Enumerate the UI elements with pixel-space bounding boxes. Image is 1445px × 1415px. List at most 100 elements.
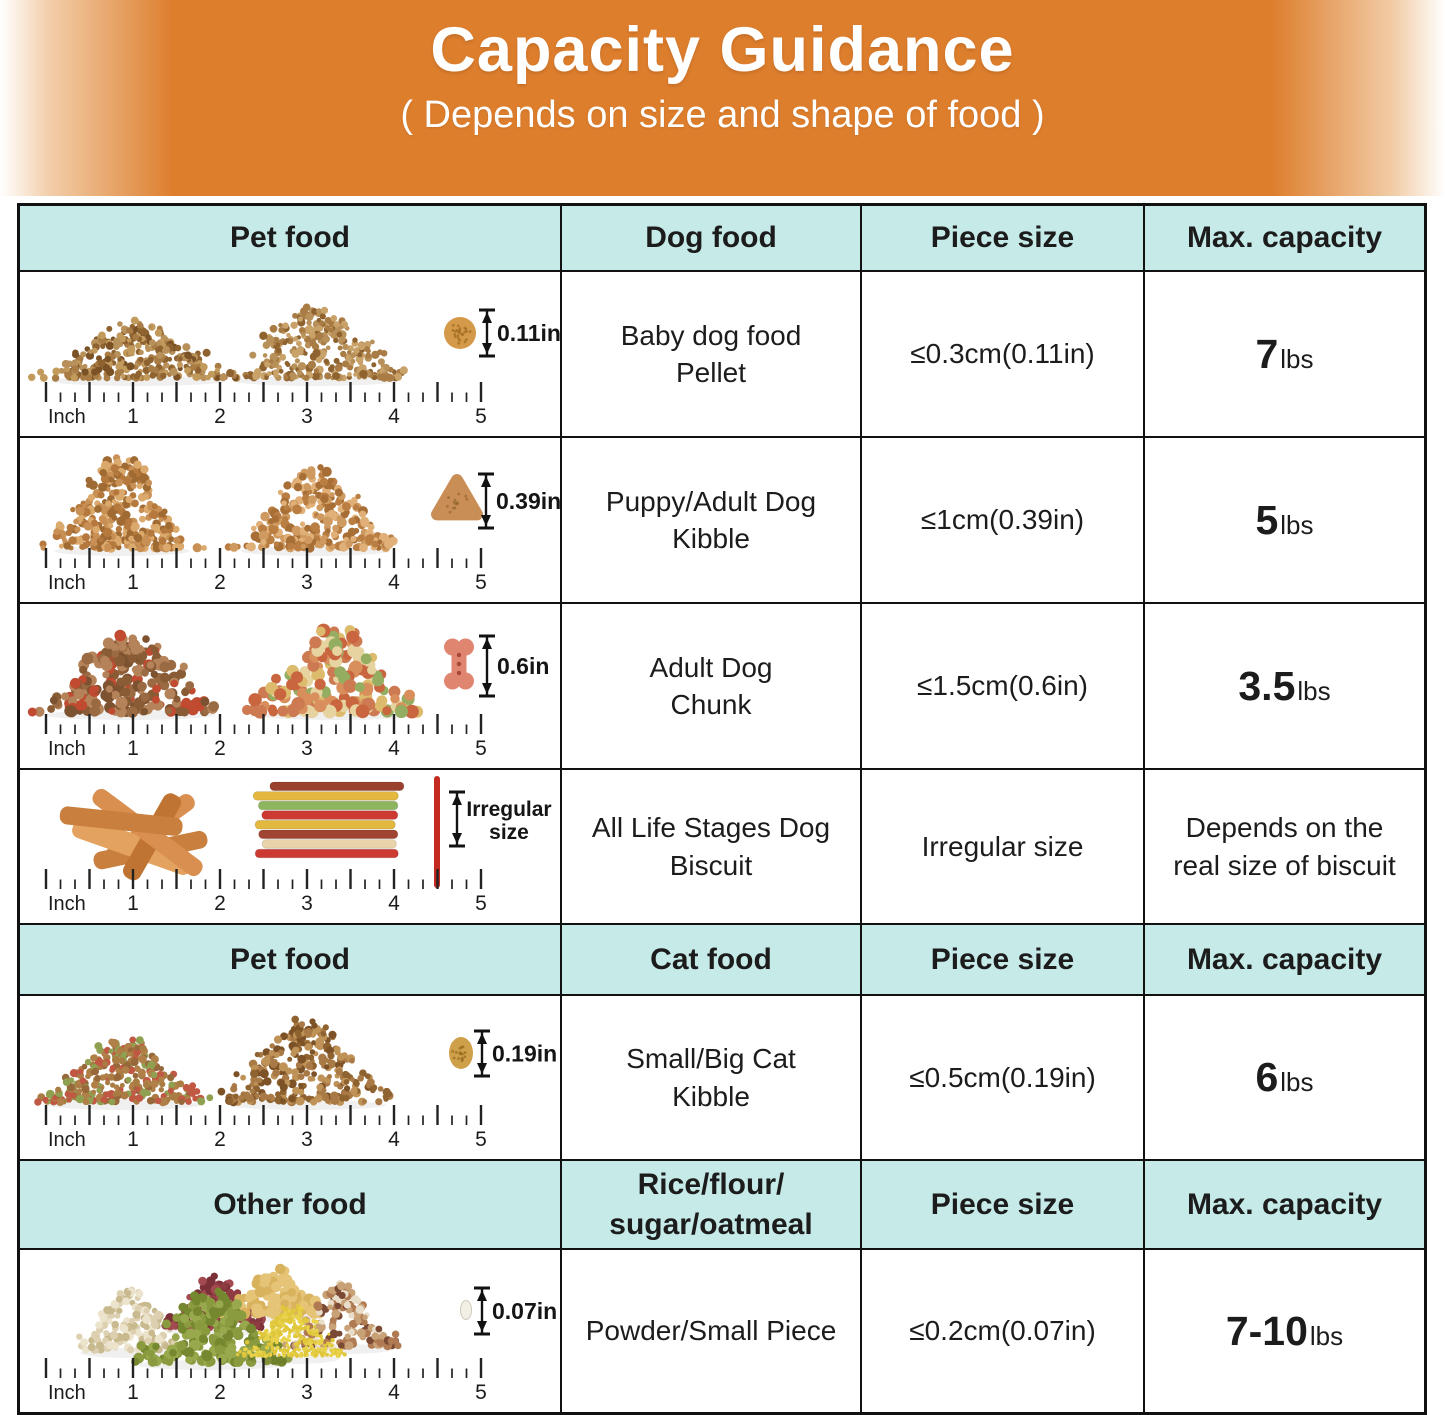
header-label: Pet food	[230, 221, 350, 255]
header-cell-dog-food: Dog food	[562, 206, 862, 272]
ruler-number: 3	[301, 571, 313, 594]
size-indicator-label: size	[489, 821, 529, 844]
header-label: Piece size	[930, 1187, 1075, 1221]
capacity-cell: 6 lbs	[1145, 996, 1424, 1161]
food-illustration-cell: 0.07in Inch 1 2 3 4 5	[20, 1250, 562, 1412]
food-name: Puppy/Adult Dog Kibble	[605, 485, 817, 554]
size-indicator-label: 0.39in	[496, 488, 560, 514]
treat-stick	[258, 829, 399, 840]
header-row-dog-food: Pet food Dog food Piece size Max. capaci…	[20, 206, 1424, 272]
food-illustration-cell: 0.11in Inch 1 2 3 4 5	[20, 272, 562, 438]
ruler-number: 5	[475, 571, 487, 594]
piece-size-cell: ≤0.3cm(0.11in)	[862, 272, 1145, 438]
jerky-strip	[59, 806, 183, 836]
piece-size: ≤0.3cm(0.11in)	[910, 338, 1095, 370]
ruler-number: 1	[127, 892, 139, 915]
food-piece-icon	[460, 1300, 472, 1320]
page-subtitle: ( Depends on size and shape of food )	[400, 94, 1045, 136]
piece-size: ≤1cm(0.39in)	[920, 504, 1085, 536]
treat-stick	[254, 848, 399, 859]
header-cell-piece-size: Piece size	[862, 206, 1145, 272]
food-row-baby-dog-pellet: 0.11in Inch 1 2 3 4 5 Baby dog food Pellet ≤0.…	[20, 272, 1424, 438]
header-cell-pet-food: Pet food	[20, 206, 562, 272]
capacity-cell: 5 lbs	[1145, 438, 1424, 604]
ruler-number: 5	[475, 1381, 487, 1404]
header-cell-max-capacity: Max. capacity	[1145, 1161, 1424, 1250]
treat-stick	[257, 800, 399, 811]
size-indicator-label: Irregular	[466, 798, 551, 821]
food-name: Baby dog food Pellet	[620, 319, 802, 388]
ruler-number: 5	[475, 737, 487, 760]
food-pile	[234, 376, 396, 386]
banner: Capacity Guidance ( Depends on size and …	[0, 0, 1445, 196]
ruler-number: 4	[388, 571, 400, 594]
treat-stick	[261, 810, 399, 820]
treat-stick	[269, 781, 405, 792]
ruler-number: 5	[475, 1128, 487, 1151]
food-row-powder-small-piece: 0.07in Inch 1 2 3 4 5 Powder/Small Piece ≤0.2c…	[20, 1250, 1424, 1412]
ruler-unit-label: Inch	[48, 1382, 86, 1404]
capacity-cell: Depends on the real size of biscuit	[1145, 770, 1424, 925]
food-illustration: 0.19in Inch 1 2 3 4 5	[20, 996, 560, 1159]
food-illustration: Irregular size Inch 1 2 3 4 5	[20, 770, 560, 923]
treat-stick	[252, 791, 399, 801]
capacity-note: Depends on the real size of biscuit	[1173, 812, 1396, 881]
ruler-unit-label: Inch	[48, 406, 86, 428]
header-cell-other-food: Other food	[20, 1161, 562, 1250]
header-label: Piece size	[930, 942, 1075, 976]
ruler-number: 3	[301, 737, 313, 760]
size-indicator-label: 0.11in	[497, 320, 560, 346]
ruler-number: 3	[301, 892, 313, 915]
capacity-unit: lbs	[1280, 343, 1314, 374]
header-label: Max. capacity	[1186, 1187, 1383, 1221]
food-name-cell: All Life Stages Dog Biscuit	[562, 770, 862, 925]
capacity-cell: 7-10 lbs	[1145, 1250, 1424, 1412]
ruler-number: 2	[214, 405, 226, 428]
capacity-value: 7-10	[1225, 1307, 1308, 1354]
ruler-number: 4	[388, 405, 400, 428]
ruler-number: 3	[301, 405, 313, 428]
ruler-number: 2	[214, 737, 226, 760]
ruler-number: 1	[127, 571, 139, 594]
food-row-dog-biscuit: Irregular size Inch 1 2 3 4 5 All Life Stages D…	[20, 770, 1424, 925]
food-name-cell: Powder/Small Piece	[562, 1250, 862, 1412]
capacity-value: 3.5	[1238, 662, 1296, 709]
food-illustration-cell: 0.6in Inch 1 2 3 4 5	[20, 604, 562, 770]
food-illustration: 0.11in Inch 1 2 3 4 5	[20, 272, 560, 436]
piece-size: ≤0.5cm(0.19in)	[909, 1061, 1096, 1093]
food-name: Adult Dog Chunk	[649, 651, 773, 720]
header-row-other-food: Other food Rice/flour/ sugar/oatmeal Pie…	[20, 1161, 1424, 1250]
ruler-number: 1	[127, 737, 139, 760]
food-row-cat-kibble: 0.19in Inch 1 2 3 4 5 Small/Big Cat Kibble ≤0.…	[20, 996, 1424, 1161]
capacity-value: 7	[1255, 330, 1279, 377]
piece-size-cell: ≤1.5cm(0.6in)	[862, 604, 1145, 770]
header-cell-piece-size: Piece size	[862, 1161, 1145, 1250]
ruler-number: 1	[127, 405, 139, 428]
piece-size-cell: ≤0.5cm(0.19in)	[862, 996, 1145, 1161]
ruler-number: 5	[475, 892, 487, 915]
food-name: All Life Stages Dog Biscuit	[591, 812, 831, 881]
header-cell-piece-size: Piece size	[862, 925, 1145, 996]
size-indicator-label: 0.6in	[497, 653, 549, 679]
ruler-number: 2	[214, 1128, 226, 1151]
ruler-number: 3	[301, 1381, 313, 1404]
piece-size: ≤0.2cm(0.07in)	[909, 1315, 1096, 1347]
capacity-value: 6	[1255, 1054, 1279, 1101]
header-cell-max-capacity: Max. capacity	[1145, 206, 1424, 272]
capacity-unit: lbs	[1280, 1067, 1314, 1098]
piece-size-cell: ≤0.2cm(0.07in)	[862, 1250, 1145, 1412]
food-name-cell: Baby dog food Pellet	[562, 272, 862, 438]
ruler-number: 2	[214, 1381, 226, 1404]
food-row-adult-dog-chunk: 0.6in Inch 1 2 3 4 5 Adult Dog Chunk ≤1.5cm(0.…	[20, 604, 1424, 770]
food-name-cell: Puppy/Adult Dog Kibble	[562, 438, 862, 604]
ruler-number: 2	[214, 571, 226, 594]
header-cell-max-capacity: Max. capacity	[1145, 925, 1424, 996]
ruler-number: 1	[127, 1381, 139, 1404]
food-illustration: 0.39in Inch 1 2 3 4 5	[20, 438, 560, 602]
piece-size: ≤1.5cm(0.6in)	[917, 670, 1088, 702]
food-illustration: 0.6in Inch 1 2 3 4 5	[20, 604, 560, 768]
header-cell-cat-food: Cat food	[562, 925, 862, 996]
capacity-table: Pet food Dog food Piece size Max. capaci…	[17, 203, 1427, 1415]
header-label: Max. capacity	[1186, 942, 1383, 976]
capacity-unit: lbs	[1297, 675, 1331, 706]
